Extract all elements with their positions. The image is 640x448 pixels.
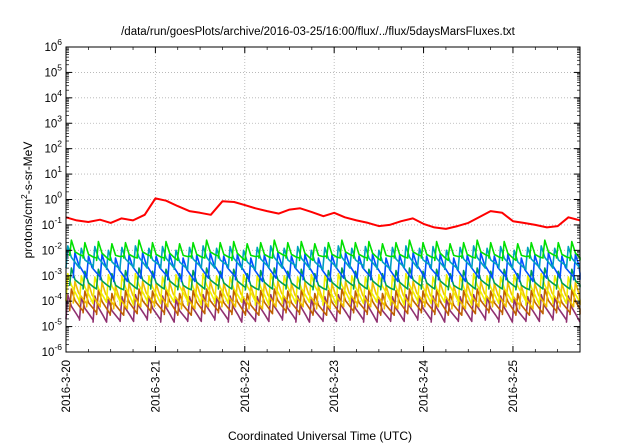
- y-tick-label-exponent: 1: [57, 164, 62, 174]
- y-tick-label-base: 10: [42, 245, 55, 257]
- y-tick-label-exponent: -3: [54, 266, 62, 276]
- y-tick-label-exponent: 3: [57, 113, 62, 123]
- flux-series-line: [65, 293, 581, 323]
- y-tick-label-exponent: -2: [54, 240, 62, 250]
- data-series: [65, 197, 581, 323]
- y-tick-label-exponent: -6: [54, 342, 62, 352]
- y-tick-label-exponent: 4: [57, 88, 62, 98]
- y-tick-label: 105: [44, 62, 62, 79]
- y-tick-label-exponent: 0: [57, 190, 62, 200]
- y-tick-label-base: 10: [44, 67, 57, 79]
- y-tick-labels: 10-610-510-410-310-210-11001011021031041…: [42, 37, 63, 359]
- y-axis-label-sup: 2: [19, 194, 29, 199]
- y-axis-label-base: protons/cm: [21, 199, 35, 258]
- chart-title: /data/run/goesPlots/archive/2016-03-25/1…: [121, 26, 516, 38]
- y-tick-label-exponent: -5: [54, 317, 62, 327]
- y-axis-label: protons/cm2-s-sr-MeV: [19, 142, 35, 259]
- y-tick-label-exponent: -1: [54, 215, 62, 225]
- x-tick-label: 2016-3-24: [419, 359, 431, 412]
- y-tick-label-base: 10: [44, 42, 57, 54]
- y-tick-label-exponent: 5: [57, 62, 62, 72]
- y-tick-label-base: 10: [44, 118, 57, 130]
- y-tick-label: 100: [44, 190, 62, 207]
- y-tick-label-base: 10: [44, 195, 57, 207]
- y-tick-label-base: 10: [42, 296, 55, 308]
- y-tick-label: 10-6: [42, 342, 63, 359]
- y-tick-label: 106: [44, 37, 62, 54]
- flux-series-line: [72, 252, 581, 283]
- x-tick-label: 2016-3-22: [240, 360, 252, 412]
- y-tick-label: 10-2: [42, 240, 63, 257]
- y-tick-label: 10-3: [42, 266, 63, 283]
- flux-series-line: [68, 239, 581, 262]
- x-tick-label: 2016-3-21: [150, 360, 162, 412]
- y-tick-label-base: 10: [44, 144, 57, 156]
- y-tick-label-exponent: 2: [57, 139, 62, 149]
- x-tick-label: 2016-3-23: [329, 360, 341, 412]
- x-tick-label: 2016-3-25: [508, 360, 520, 412]
- flux-series-line-red: [65, 197, 581, 230]
- y-axis-label-rest: -s-sr-MeV: [21, 142, 35, 195]
- y-tick-label: 102: [44, 139, 62, 156]
- y-tick-label-exponent: 6: [57, 37, 62, 47]
- y-tick-label: 10-5: [42, 317, 63, 334]
- axis-ticks: [65, 46, 580, 353]
- y-tick-label-exponent: -4: [54, 291, 62, 301]
- y-tick-label: 10-1: [42, 215, 63, 232]
- flux-series-line: [72, 280, 581, 310]
- y-tick-label-base: 10: [44, 93, 57, 105]
- x-axis-label: Coordinated Universal Time (UTC): [228, 429, 412, 443]
- y-tick-label-base: 10: [42, 220, 55, 232]
- y-tick-label-base: 10: [44, 169, 57, 181]
- y-tick-label: 104: [44, 88, 62, 105]
- y-tick-label-base: 10: [42, 271, 55, 283]
- y-tick-label: 101: [44, 164, 62, 181]
- x-tick-labels: 2016-3-20 2016-3-21 2016-3-22 2016-3-23 2016…: [61, 359, 520, 412]
- x-tick-label: 2016-3-20: [61, 360, 73, 412]
- y-tick-label-base: 10: [42, 322, 55, 334]
- y-tick-label-base: 10: [42, 347, 55, 359]
- y-tick-label: 103: [44, 113, 62, 130]
- y-tick-label: 10-4: [42, 291, 63, 308]
